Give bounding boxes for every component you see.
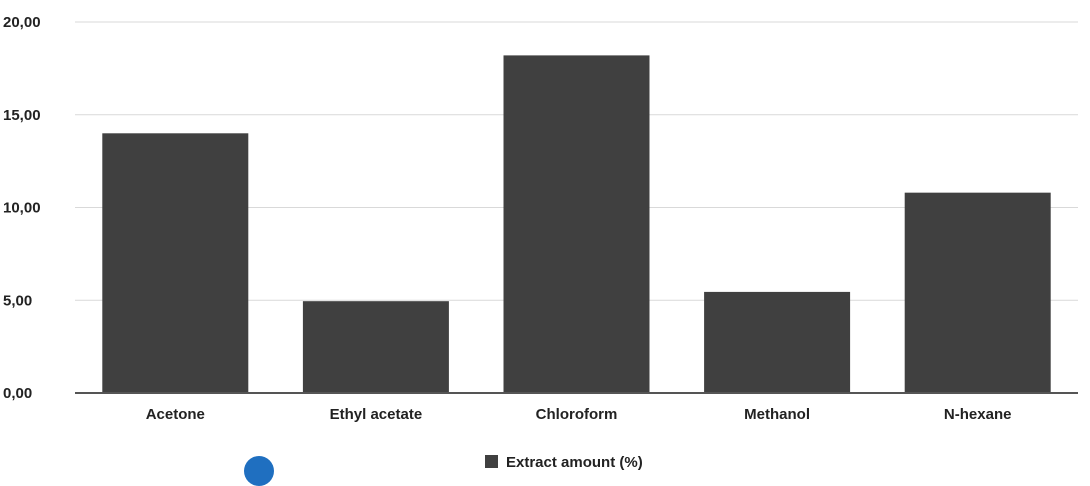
y-tick-label: 0,00 (3, 385, 32, 402)
y-axis-ticks: 0,00 5,00 10,00 15,00 20,00 (3, 14, 41, 402)
x-tick-label: Methanol (744, 406, 810, 423)
bar-methanol[interactable] (704, 291, 851, 393)
bars (102, 55, 1051, 394)
bar-ethyl-acetate[interactable] (302, 301, 449, 393)
y-tick-label: 20,00 (3, 14, 41, 31)
bar-acetone[interactable] (102, 133, 249, 394)
x-tick-label: N-hexane (944, 406, 1012, 423)
legend-label: Extract amount (%) (506, 454, 643, 471)
legend[interactable]: Extract amount (%) (485, 454, 643, 471)
y-tick-label: 15,00 (3, 107, 41, 124)
x-tick-label: Chloroform (536, 406, 618, 423)
bar-chloroform[interactable] (503, 55, 650, 393)
y-tick-label: 5,00 (3, 292, 32, 309)
decorative-dot (244, 456, 274, 486)
x-axis-ticks: Acetone Ethyl acetate Chloroform Methanol N-… (146, 406, 1012, 423)
x-tick-label: Ethyl acetate (330, 406, 423, 423)
x-tick-label: Acetone (146, 406, 205, 423)
bar-n-hexane[interactable] (904, 192, 1051, 393)
y-tick-label: 10,00 (3, 200, 41, 217)
legend-swatch (485, 455, 498, 468)
bar-chart: 0,00 5,00 10,00 15,00 20,00 Acetone Ethyl ace… (3, 14, 1078, 471)
